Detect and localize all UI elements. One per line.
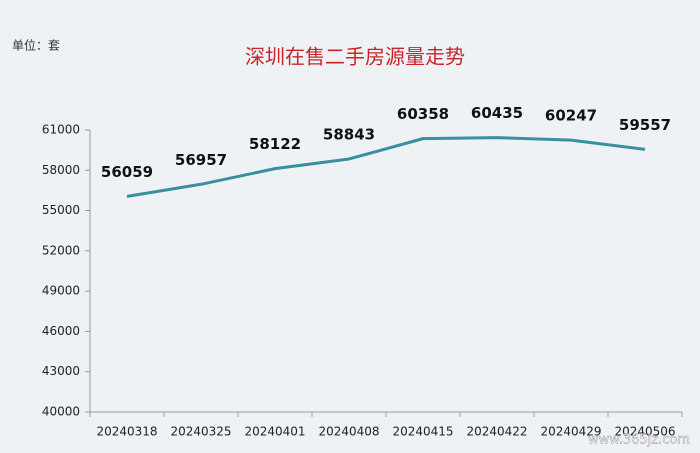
x-tick-label: 20240506 (614, 425, 675, 439)
data-label: 58122 (249, 135, 301, 153)
series-line (126, 136, 646, 198)
y-tick-label: 52000 (42, 243, 80, 257)
unit-label: 单位：套 (12, 38, 60, 53)
y-tick-label: 58000 (42, 163, 80, 177)
y-tick-label: 55000 (42, 203, 80, 217)
x-tick-label: 20240401 (244, 425, 305, 439)
x-tick-label: 20240325 (170, 425, 231, 439)
data-label: 60358 (397, 105, 449, 123)
chart-title: 深圳在售二手房源量走势 (245, 45, 465, 69)
x-tick-label: 20240318 (96, 425, 157, 439)
data-label: 56957 (175, 151, 227, 169)
watermark: www.365jz.com (588, 433, 690, 448)
x-tick-label: 20240408 (318, 425, 379, 439)
data-label: 58843 (323, 125, 375, 143)
data-label: 56059 (101, 163, 153, 181)
data-label: 60247 (545, 107, 597, 125)
y-tick-label: 43000 (42, 364, 80, 378)
x-tick-label: 20240415 (392, 425, 453, 439)
x-tick-label: 20240429 (540, 425, 601, 439)
y-tick-label: 61000 (42, 123, 80, 137)
y-tick-label: 40000 (42, 405, 80, 419)
y-tick-label: 49000 (42, 284, 80, 298)
data-label: 59557 (619, 116, 671, 134)
data-label: 60435 (471, 104, 523, 122)
y-tick-label: 46000 (42, 324, 80, 338)
x-tick-label: 20240422 (466, 425, 527, 439)
